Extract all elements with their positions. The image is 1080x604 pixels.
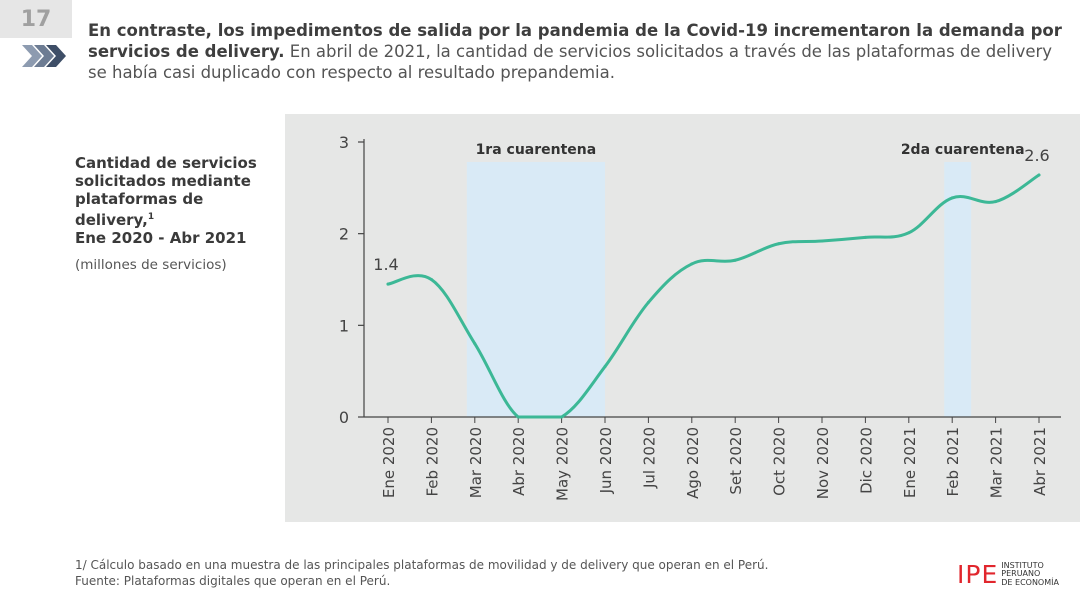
x-tick-label-2: Mar 2020 <box>467 427 485 498</box>
x-tick-label-11: Dic 2020 <box>857 427 875 494</box>
logo-line-3: de Economía <box>1001 577 1059 587</box>
headline-bold: En contraste, los impedimentos de salida… <box>88 21 1062 61</box>
data-point-11 <box>863 235 867 239</box>
x-tick-label-9: Oct 2020 <box>771 427 789 496</box>
x-tick-label-0: Ene 2020 <box>380 427 398 498</box>
ipe-logo: IPE Instituto Peruano de Economía <box>957 560 1059 589</box>
data-point-9 <box>777 242 781 246</box>
data-point-15 <box>1037 173 1041 177</box>
line-chart: 1ra cuarentena 2da cuarentena 0 1 2 3 Ene 2020… <box>339 133 1061 501</box>
x-tick-label-10: Nov 2020 <box>814 427 832 499</box>
slide-number: 17 <box>0 0 72 38</box>
data-point-8 <box>733 258 737 262</box>
chart-units: (millones de servicios) <box>75 257 227 273</box>
chart-title: Cantidad de servicios solicitados median… <box>75 154 275 247</box>
y-tick-label-1: 1 <box>339 316 349 335</box>
data-label-2: 2.6 <box>1024 146 1049 165</box>
x-tick-label-13: Feb 2021 <box>944 427 962 497</box>
x-tick-label-6: Jul 2020 <box>640 427 658 489</box>
data-point-10 <box>820 239 824 243</box>
data-point-1 <box>429 278 433 281</box>
logo-mark: IPE <box>957 560 999 589</box>
logo-line-2: Peruano <box>1001 569 1041 579</box>
y-tick-label-3: 3 <box>339 133 349 152</box>
data-point-3 <box>516 415 520 419</box>
y-tick-label-2: 2 <box>339 225 349 244</box>
x-tick-label-8: Set 2020 <box>727 427 745 495</box>
data-point-0 <box>386 282 390 286</box>
x-tick-label-3: Abr 2020 <box>510 427 528 496</box>
logo-words: Instituto Peruano de Economía <box>1001 560 1059 588</box>
chart-title-period: Ene 2020 - Abr 2021 <box>75 229 247 247</box>
chart-title-main: Cantidad de servicios solicitados median… <box>75 154 257 229</box>
x-tick-label-14: Mar 2021 <box>988 427 1006 498</box>
footnote-1: 1/ Cálculo basado en una muestra de las … <box>75 558 769 572</box>
headline-regular: En abril de 2021, la cantidad de servici… <box>88 42 1053 82</box>
data-point-12 <box>907 231 911 235</box>
x-tick-label-5: Jun 2020 <box>597 427 615 494</box>
source-note: Fuente: Plataformas digitales que operan… <box>75 574 391 588</box>
x-tick-label-7: Ago 2020 <box>684 427 702 499</box>
shaded-period-label-2: 2da cuarentena <box>901 142 1025 158</box>
shaded-period-1 <box>466 162 605 417</box>
data-point-14 <box>994 200 998 204</box>
data-point-7 <box>690 262 694 266</box>
x-tick-label-15: Abr 2021 <box>1031 427 1049 496</box>
x-tick-label-1: Feb 2020 <box>423 427 441 497</box>
data-point-5 <box>603 365 607 369</box>
chevron-arrows-icon <box>22 45 66 67</box>
footnotes: 1/ Cálculo basado en una muestra de las … <box>75 557 768 589</box>
data-point-2 <box>473 342 477 346</box>
headline: En contraste, los impedimentos de salida… <box>88 20 1068 83</box>
y-tick-label-0: 0 <box>339 408 349 427</box>
shaded-period-2 <box>944 162 972 417</box>
data-point-6 <box>646 300 650 304</box>
data-label-1: 1.4 <box>373 255 398 274</box>
data-point-13 <box>950 196 954 200</box>
chart-title-footnote-ref: 1 <box>147 212 155 222</box>
series-line <box>386 173 1041 419</box>
data-point-4 <box>560 415 564 419</box>
x-tick-label-4: May 2020 <box>554 427 572 501</box>
shaded-period-label-1: 1ra cuarentena <box>476 142 597 158</box>
x-tick-label-12: Ene 2021 <box>901 427 919 498</box>
logo-line-1: Instituto <box>1001 560 1044 570</box>
